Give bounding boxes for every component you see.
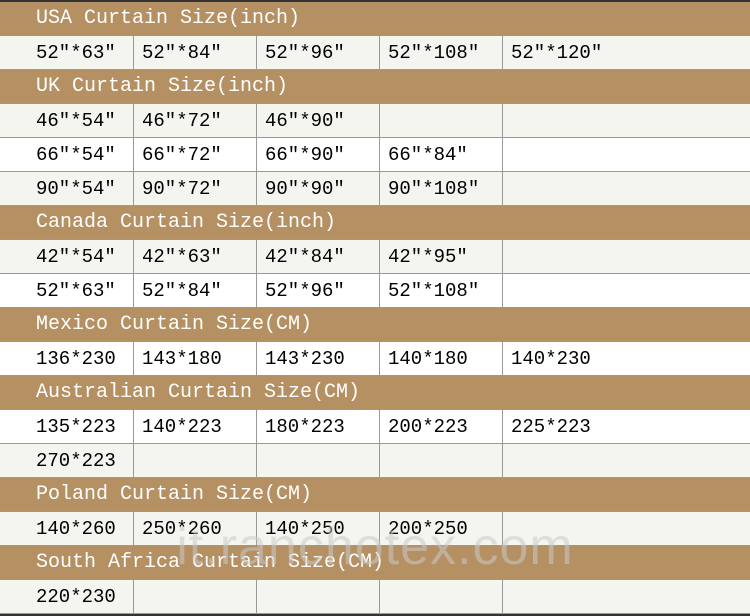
table-cell [503, 512, 750, 545]
table-cell [503, 104, 750, 137]
table-row: 270*223 [0, 444, 750, 478]
table-cell [380, 104, 503, 137]
section-header: Poland Curtain Size(CM) [0, 478, 750, 512]
table-cell: 52″*96″ [257, 274, 380, 307]
table-cell: 46″*54″ [0, 104, 134, 137]
table-cell: 200*250 [380, 512, 503, 545]
table-cell: 136*230 [0, 342, 134, 375]
table-cell: 90″*54″ [0, 172, 134, 205]
table-cell: 200*223 [380, 410, 503, 443]
table-cell: 42″*95″ [380, 240, 503, 273]
table-cell: 140*260 [0, 512, 134, 545]
table-cell: 66″*72″ [134, 138, 257, 171]
table-cell: 42″*54″ [0, 240, 134, 273]
table-cell: 52″*108″ [380, 36, 503, 69]
section-header: Canada Curtain Size(inch) [0, 206, 750, 240]
table-row: 220*230 [0, 580, 750, 614]
table-cell: 42″*84″ [257, 240, 380, 273]
table-cell: 140*180 [380, 342, 503, 375]
table-cell: 66″*54″ [0, 138, 134, 171]
table-cell: 42″*63″ [134, 240, 257, 273]
table-cell [503, 274, 750, 307]
table-cell: 225*223 [503, 410, 750, 443]
table-row: 52″*63″52″*84″52″*96″52″*108″52″*120″ [0, 36, 750, 70]
table-cell [503, 172, 750, 205]
table-row: 46″*54″46″*72″46″*90″ [0, 104, 750, 138]
table-cell: 66″*90″ [257, 138, 380, 171]
table-cell: 135*223 [0, 410, 134, 443]
table-cell [257, 444, 380, 477]
table-cell: 52″*96″ [257, 36, 380, 69]
table-cell [503, 444, 750, 477]
table-cell: 140*230 [503, 342, 750, 375]
table-cell [503, 240, 750, 273]
table-row: 135*223140*223180*223200*223225*223 [0, 410, 750, 444]
table-cell [503, 580, 750, 613]
table-row: 66″*54″66″*72″66″*90″66″*84″ [0, 138, 750, 172]
table-cell: 52″*84″ [134, 36, 257, 69]
table-cell [257, 580, 380, 613]
table-cell: 90″*108″ [380, 172, 503, 205]
table-cell: 140*223 [134, 410, 257, 443]
table-cell: 90″*90″ [257, 172, 380, 205]
table-cell: 143*180 [134, 342, 257, 375]
table-cell [380, 580, 503, 613]
table-cell: 180*223 [257, 410, 380, 443]
table-row: 140*260250*260140*250200*250 [0, 512, 750, 546]
section-header: South Africa Curtain Size(CM) [0, 546, 750, 580]
curtain-size-table: USA Curtain Size(inch)52″*63″52″*84″52″*… [0, 0, 750, 616]
table-cell: 46″*72″ [134, 104, 257, 137]
table-cell: 52″*63″ [0, 36, 134, 69]
table-cell: 140*250 [257, 512, 380, 545]
table-cell: 46″*90″ [257, 104, 380, 137]
table-cell: 52″*84″ [134, 274, 257, 307]
table-cell [380, 444, 503, 477]
table-cell: 52″*108″ [380, 274, 503, 307]
table-row: 90″*54″90″*72″90″*90″90″*108″ [0, 172, 750, 206]
table-cell: 143*230 [257, 342, 380, 375]
table-cell: 52″*63″ [0, 274, 134, 307]
table-cell: 90″*72″ [134, 172, 257, 205]
section-header: Mexico Curtain Size(CM) [0, 308, 750, 342]
table-cell: 250*260 [134, 512, 257, 545]
table-cell: 66″*84″ [380, 138, 503, 171]
table-row: 52″*63″52″*84″52″*96″52″*108″ [0, 274, 750, 308]
table-cell [503, 138, 750, 171]
section-header: USA Curtain Size(inch) [0, 2, 750, 36]
table-cell: 52″*120″ [503, 36, 750, 69]
table-cell: 220*230 [0, 580, 134, 613]
table-cell: 270*223 [0, 444, 134, 477]
section-header: UK Curtain Size(inch) [0, 70, 750, 104]
table-cell [134, 444, 257, 477]
table-cell [134, 580, 257, 613]
table-row: 136*230143*180143*230140*180140*230 [0, 342, 750, 376]
table-row: 42″*54″42″*63″42″*84″42″*95″ [0, 240, 750, 274]
section-header: Australian Curtain Size(CM) [0, 376, 750, 410]
